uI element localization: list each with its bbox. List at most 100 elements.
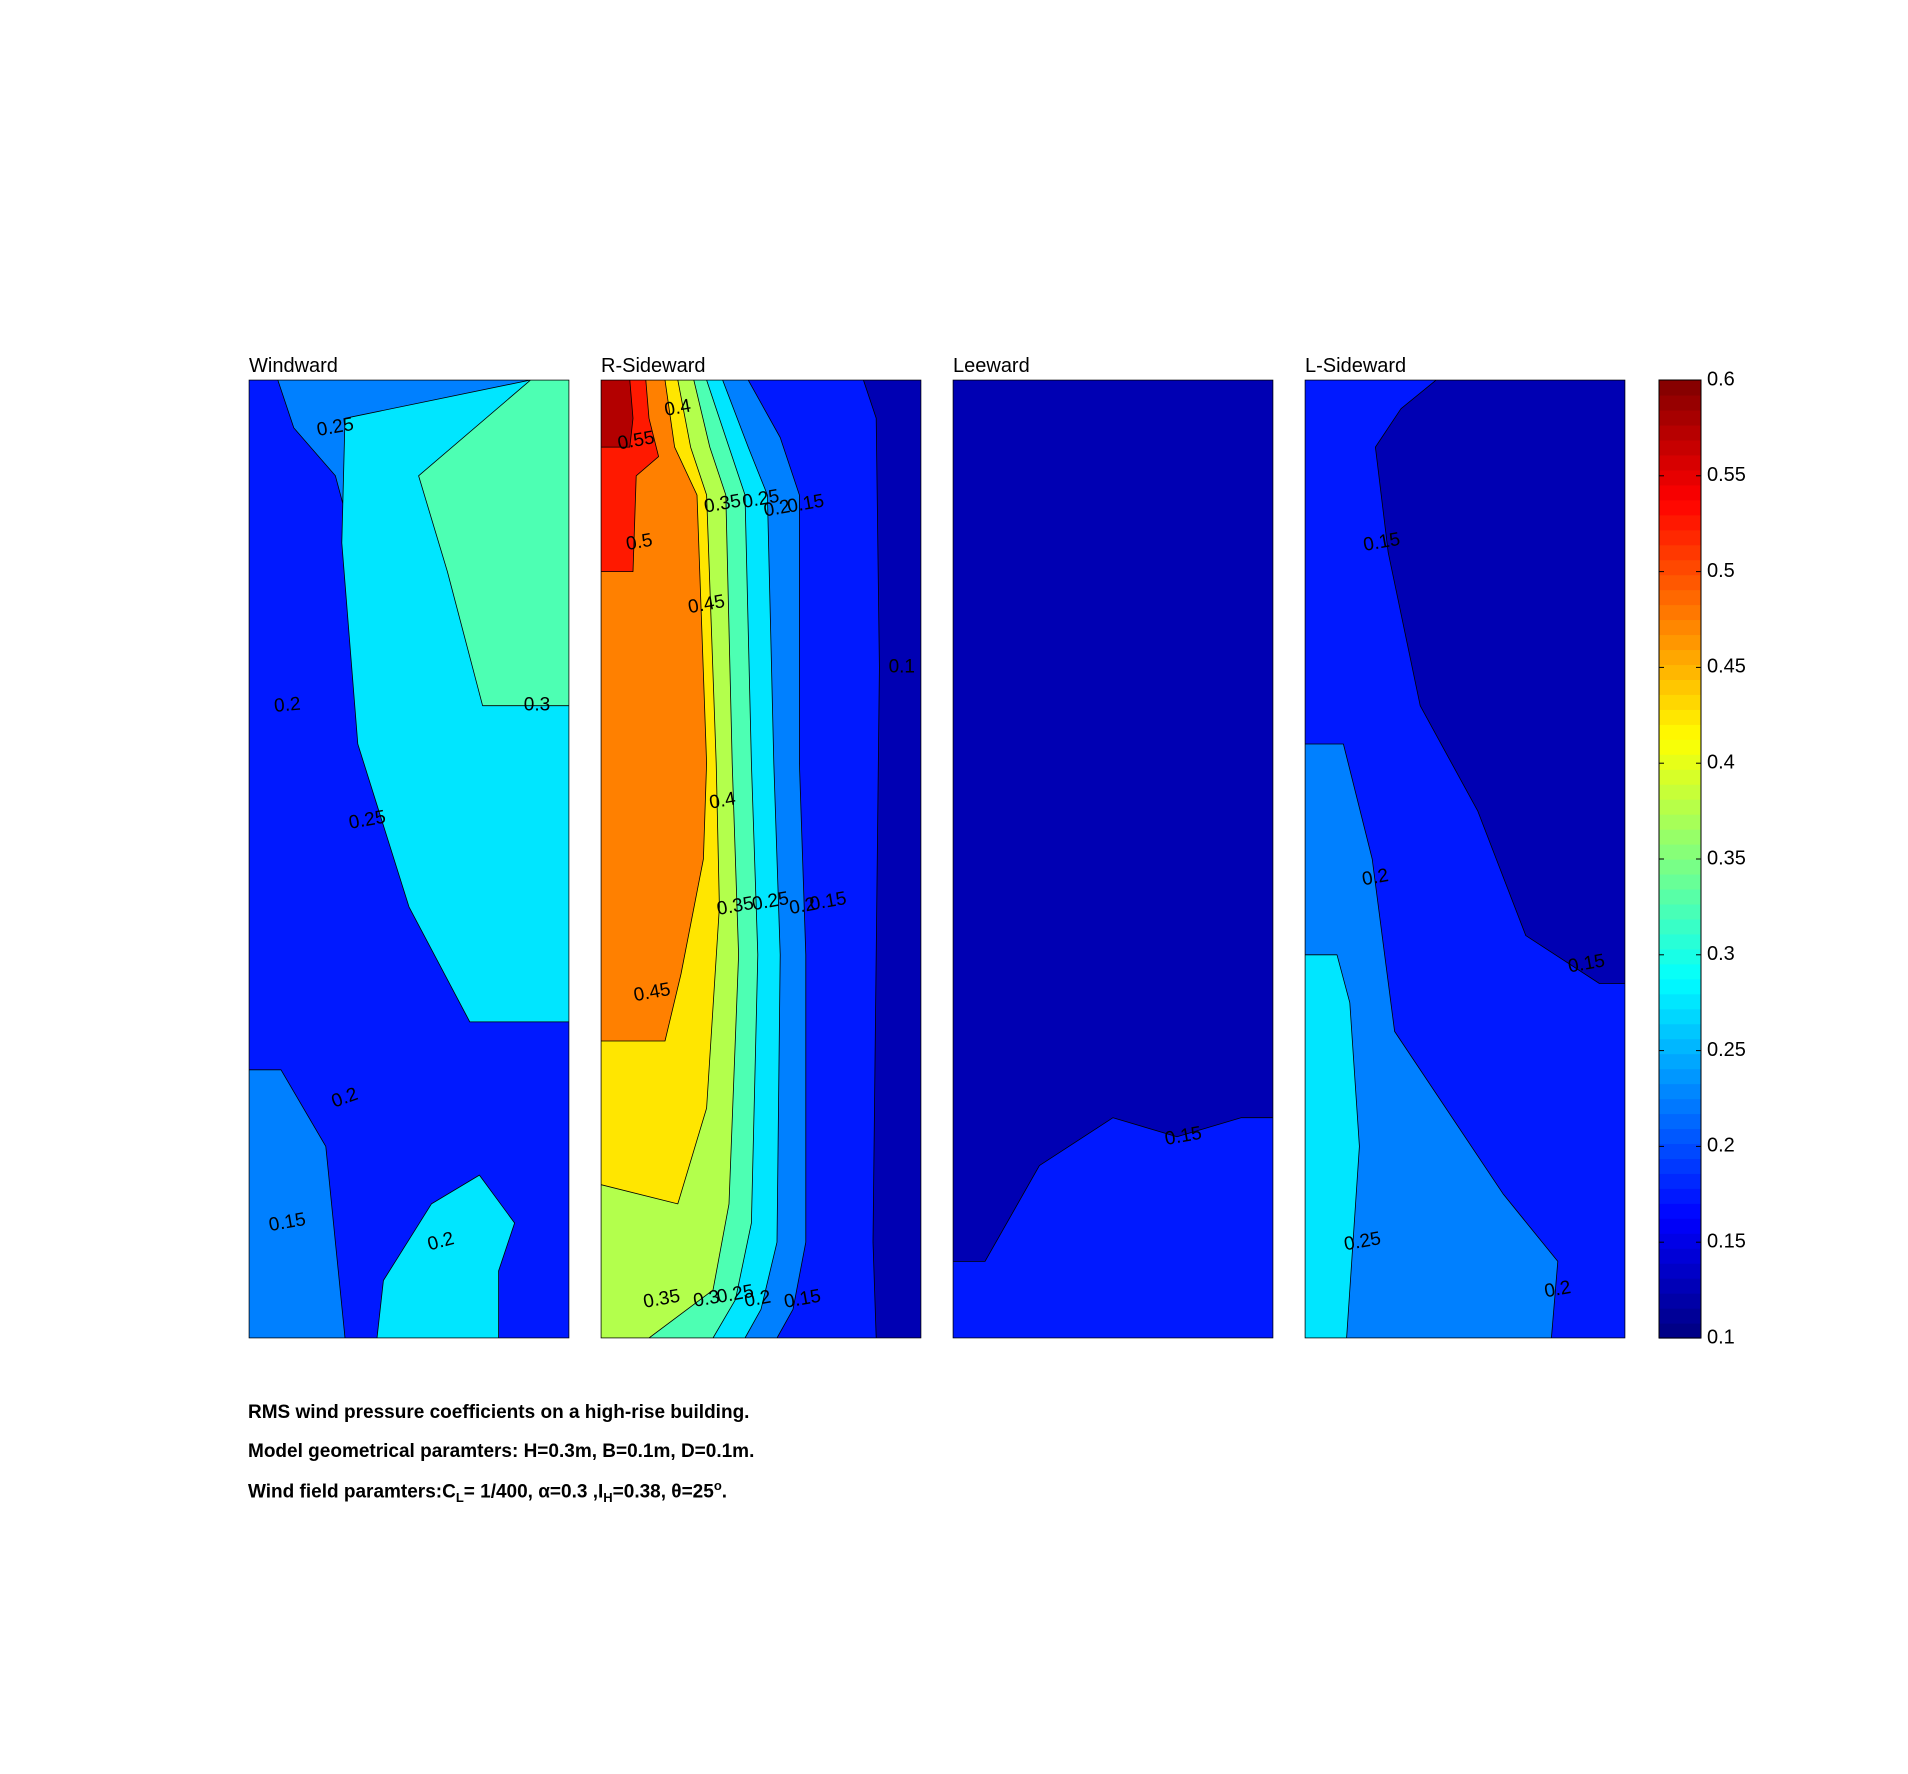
- colorbar-step: [1659, 664, 1701, 680]
- colorbar-step: [1659, 559, 1701, 576]
- colorbar-step: [1659, 1083, 1701, 1100]
- colorbar-step: [1659, 604, 1701, 621]
- contour-band: [249, 1069, 346, 1338]
- contour-label: 0.2: [743, 1287, 773, 1312]
- colorbar-step: [1659, 529, 1701, 546]
- colorbar-tick-label: 0.25: [1707, 1039, 1746, 1061]
- caption-line-2: Model geometrical paramters: H=0.3m, B=0…: [248, 1441, 755, 1462]
- colorbar-step: [1659, 888, 1701, 905]
- colorbar-step: [1659, 634, 1701, 651]
- colorbar-tick-label: 0.1: [1707, 1326, 1735, 1348]
- contour-band: [1305, 743, 1559, 1338]
- colorbar-step: [1659, 859, 1701, 875]
- colorbar-step: [1659, 1233, 1701, 1249]
- colorbar-step: [1659, 739, 1701, 755]
- contour-label: 0.2: [273, 694, 301, 717]
- colorbar-step: [1659, 1248, 1701, 1264]
- panel-frame: [600, 379, 922, 1339]
- colorbar-step: [1659, 1068, 1701, 1085]
- colorbar-step: [1659, 933, 1701, 950]
- colorbar-step: [1659, 963, 1701, 980]
- colorbar-step: [1659, 1278, 1701, 1294]
- colorbar-step: [1659, 709, 1701, 725]
- colorbar-tick-label: 0.5: [1707, 560, 1735, 582]
- colorbar-step: [1659, 754, 1701, 770]
- colorbar-step: [1659, 1008, 1701, 1025]
- panel-title: Windward: [249, 355, 338, 377]
- colorbar-step: [1659, 694, 1701, 710]
- colorbar-step: [1659, 589, 1701, 606]
- colorbar-step: [1659, 1143, 1701, 1159]
- panel-title: Leeward: [953, 355, 1030, 377]
- colorbar-tick-label: 0.15: [1707, 1230, 1746, 1252]
- colorbar-step: [1659, 1023, 1701, 1040]
- colorbar-tick-label: 0.45: [1707, 656, 1746, 678]
- panel-r-sideward: R-Sideward0.40.550.350.250.20.150.50.450…: [600, 355, 922, 1339]
- colorbar-step: [1659, 469, 1701, 486]
- colorbar-step: [1659, 918, 1701, 935]
- panel-title: L-Sideward: [1305, 355, 1406, 377]
- colorbar-step: [1659, 799, 1701, 815]
- colorbar-step: [1659, 424, 1701, 441]
- colorbar-step: [1659, 769, 1701, 785]
- colorbar-step: [1659, 499, 1701, 516]
- colorbar-step: [1659, 380, 1701, 396]
- contour-label: 0.2: [788, 894, 818, 919]
- contour-label: 0.1: [889, 656, 915, 677]
- colorbar-step: [1659, 409, 1701, 426]
- contour-label: 0.4: [663, 396, 693, 421]
- colorbar-step: [1659, 484, 1701, 501]
- contour-band: [953, 380, 1273, 1338]
- colorbar-step: [1659, 903, 1701, 920]
- contour-band: [376, 1174, 515, 1338]
- colorbar-step: [1659, 1098, 1701, 1115]
- contour-band: [953, 1117, 1273, 1338]
- colorbar-step: [1659, 1263, 1701, 1279]
- colorbar-step: [1659, 394, 1701, 411]
- colorbar-step: [1659, 679, 1701, 695]
- colorbar-tick-label: 0.6: [1707, 368, 1735, 390]
- panel-frame: [1304, 379, 1626, 1339]
- colorbar-step: [1659, 784, 1701, 800]
- contour-band: [1305, 954, 1360, 1338]
- colorbar-step: [1659, 1308, 1701, 1324]
- colorbar-step: [1659, 829, 1701, 845]
- colorbar-step: [1659, 1128, 1701, 1145]
- colorbar-tick-label: 0.35: [1707, 847, 1746, 869]
- contour-label: 0.5: [624, 530, 654, 555]
- contour-band: [1375, 380, 1625, 984]
- colorbar-step: [1659, 514, 1701, 531]
- colorbar-step: [1659, 844, 1701, 860]
- panel-frame: [248, 379, 570, 1339]
- colorbar-step: [1659, 873, 1701, 890]
- colorbar-step: [1659, 948, 1701, 965]
- colorbar-tick-label: 0.4: [1707, 751, 1735, 773]
- contour-label: 0.3: [524, 695, 550, 716]
- colorbar-step: [1659, 1293, 1701, 1309]
- colorbar-step: [1659, 1188, 1701, 1204]
- colorbar-tick-label: 0.55: [1707, 464, 1746, 486]
- panel-title: R-Sideward: [601, 355, 705, 377]
- colorbar-step: [1659, 454, 1701, 471]
- colorbar-step: [1659, 1218, 1701, 1234]
- colorbar-step: [1659, 978, 1701, 995]
- colorbar-tick-label: 0.2: [1707, 1135, 1735, 1157]
- colorbar-tick-label: 0.3: [1707, 943, 1735, 965]
- colorbar-step: [1659, 649, 1701, 666]
- colorbar: 0.1 0.15 0.2 0.25 0.3 0.35 0.4 0.45 0.5 0.55 0.6: [1658, 368, 1746, 1348]
- contour-band: [601, 380, 634, 448]
- caption-line-1: RMS wind pressure coefficients on a high…: [248, 1402, 750, 1423]
- colorbar-step: [1659, 1113, 1701, 1130]
- colorbar-step: [1659, 1053, 1701, 1070]
- contour-label: 0.2: [1543, 1277, 1573, 1302]
- colorbar-step: [1659, 544, 1701, 561]
- colorbar-step: [1659, 439, 1701, 456]
- colorbar-step: [1659, 574, 1701, 591]
- colorbar-step: [1659, 1158, 1701, 1174]
- contour-label: 0.3: [692, 1287, 722, 1312]
